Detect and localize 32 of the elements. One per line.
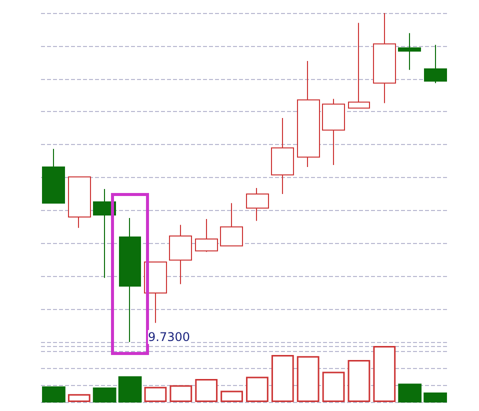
- candlestick: [246, 188, 269, 222]
- candlestick: [195, 218, 218, 252]
- bar: [424, 392, 447, 402]
- candlestick: [322, 98, 345, 166]
- bar: [42, 386, 66, 402]
- bar: [220, 390, 243, 402]
- candlestick: [220, 202, 243, 246]
- candlestick: [68, 176, 91, 228]
- bar: [92, 388, 116, 402]
- bar: [271, 354, 294, 402]
- candlestick: [169, 224, 192, 285]
- candlestick: [271, 117, 294, 194]
- candlestick: [297, 60, 320, 168]
- bar: [398, 384, 422, 402]
- candlestick: [398, 32, 421, 70]
- candlestick: [373, 12, 396, 104]
- candlestick: [119, 217, 141, 342]
- bar: [144, 386, 167, 402]
- annotation: 9.7300: [148, 330, 190, 344]
- candlestick: [348, 22, 370, 109]
- candlestick: [93, 188, 116, 278]
- bar: [170, 385, 192, 402]
- bar: [118, 376, 142, 402]
- bar: [296, 356, 320, 402]
- bar: [373, 346, 396, 402]
- bar: [68, 394, 90, 402]
- candlestick: [42, 148, 65, 204]
- bar: [322, 372, 345, 402]
- candlestick: [424, 44, 447, 84]
- bar: [348, 360, 370, 402]
- bar: [195, 379, 218, 402]
- bar: [246, 376, 268, 402]
